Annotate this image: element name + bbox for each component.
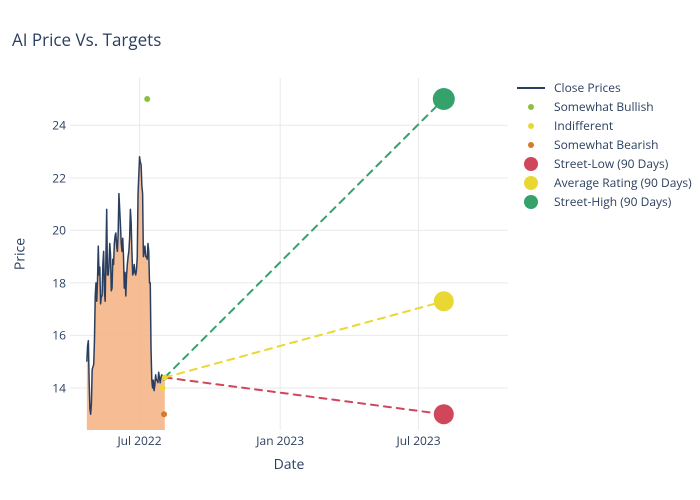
chart-title: AI Price Vs. Targets bbox=[12, 28, 161, 51]
y-tick-label: 18 bbox=[52, 274, 66, 291]
legend-item[interactable]: Close Prices bbox=[516, 78, 696, 97]
legend-swatch bbox=[516, 81, 546, 95]
legend-item[interactable]: Average Rating (90 Days) bbox=[516, 173, 696, 192]
y-tick-label: 14 bbox=[52, 379, 66, 396]
legend-item[interactable]: Street-High (90 Days) bbox=[516, 192, 696, 211]
y-axis-ticks: 14 16 18 20 22 24 bbox=[40, 78, 66, 430]
legend-label: Close Prices bbox=[554, 79, 621, 96]
plot-svg bbox=[70, 78, 508, 430]
legend-label: Somewhat Bullish bbox=[554, 98, 654, 115]
legend-label: Somewhat Bearish bbox=[554, 136, 659, 153]
x-axis-title: Date bbox=[70, 455, 508, 474]
y-tick-label: 22 bbox=[52, 169, 66, 186]
legend-item[interactable]: Somewhat Bearish bbox=[516, 135, 696, 154]
legend-swatch bbox=[516, 157, 546, 171]
y-tick-label: 24 bbox=[52, 117, 66, 134]
legend: Close Prices Somewhat Bullish Indifferent S… bbox=[516, 78, 696, 211]
legend-swatch bbox=[516, 138, 546, 152]
y-tick-label: 16 bbox=[52, 327, 66, 344]
y-tick-label: 20 bbox=[52, 222, 66, 239]
legend-item[interactable]: Street-Low (90 Days) bbox=[516, 154, 696, 173]
x-tick-label: Jan 2023 bbox=[256, 432, 304, 449]
plot-area bbox=[70, 78, 508, 430]
x-axis-ticks: Jul 2022 Jan 2023 Jul 2023 bbox=[70, 432, 508, 450]
y-axis-title-text: Price bbox=[11, 238, 30, 270]
legend-swatch bbox=[516, 176, 546, 190]
x-tick-label: Jul 2022 bbox=[117, 432, 161, 449]
x-tick-label: Jul 2023 bbox=[396, 432, 440, 449]
legend-item[interactable]: Somewhat Bullish bbox=[516, 97, 696, 116]
legend-label: Street-High (90 Days) bbox=[554, 193, 671, 210]
y-axis-title: Price bbox=[12, 78, 28, 430]
legend-label: Average Rating (90 Days) bbox=[554, 174, 692, 191]
legend-swatch bbox=[516, 100, 546, 114]
legend-swatch bbox=[516, 119, 546, 133]
legend-item[interactable]: Indifferent bbox=[516, 116, 696, 135]
legend-swatch bbox=[516, 195, 546, 209]
legend-label: Indifferent bbox=[554, 117, 613, 134]
legend-label: Street-Low (90 Days) bbox=[554, 155, 668, 172]
